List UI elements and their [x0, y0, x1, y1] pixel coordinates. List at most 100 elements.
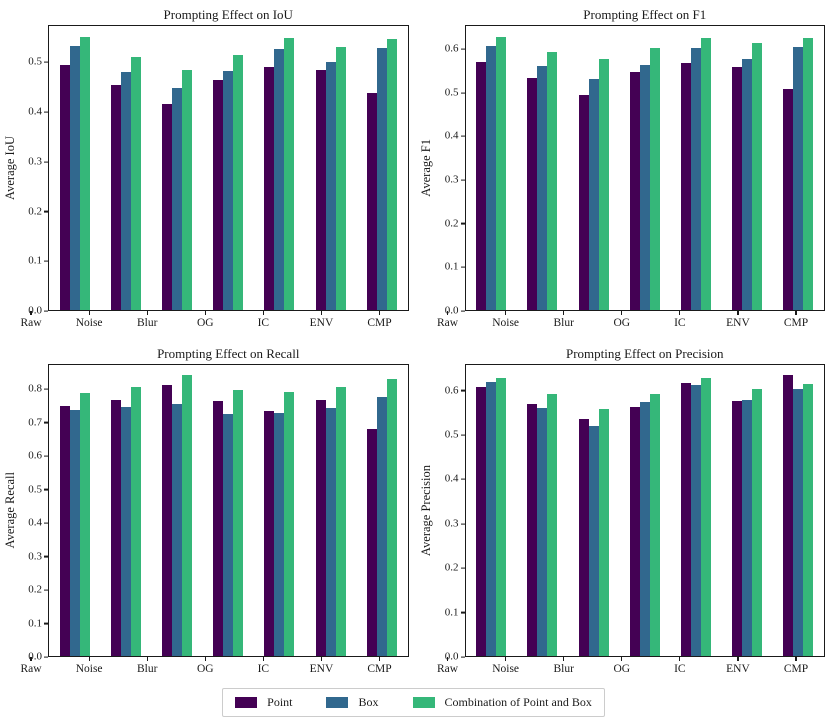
bar-box — [742, 399, 753, 656]
chart-title: Prompting Effect on IoU — [163, 7, 293, 22]
y-tick-label: 0.1 — [28, 617, 42, 630]
y-tick-mark — [44, 388, 48, 390]
ylabel-col: Average F1 — [419, 25, 435, 311]
bar-point — [59, 405, 70, 656]
x-tick-label: Noise — [492, 662, 520, 675]
y-tick-label: 0.0 — [444, 650, 459, 663]
x-tick-label: IC — [674, 662, 686, 675]
y-tick-label: 0.4 — [444, 472, 459, 485]
bar-groups — [466, 26, 825, 310]
bar-box — [793, 46, 804, 310]
bar-combination-of-point-and-box — [233, 389, 244, 656]
y-axis-label: Average Precision — [419, 464, 433, 557]
bar-box — [172, 87, 182, 310]
x-tick-og: OG — [593, 657, 651, 679]
bar-combination-of-point-and-box — [130, 57, 141, 310]
x-tick-og: OG — [176, 657, 234, 679]
bar-point — [476, 61, 487, 310]
y-axis: 0.0 0.1 0.2 0.3 0.4 0.5 0.6 — [435, 25, 465, 316]
bar-combination-of-point-and-box — [233, 54, 244, 310]
x-tick-mark — [621, 311, 623, 315]
plot-row: Average IoU 0.0 0.1 0.2 0.3 0.4 0.5 — [2, 25, 409, 316]
bar-group-blur — [162, 26, 192, 310]
x-tick-mark — [262, 657, 264, 661]
x-tick-mark — [378, 311, 381, 315]
x-tick-raw: Raw — [2, 657, 60, 679]
legend-label: Box — [358, 695, 379, 709]
y-tick-label: 0.4 — [28, 516, 42, 529]
y-tick-mark — [460, 310, 465, 312]
y-axis: 0.0 0.1 0.2 0.3 0.4 0.5 — [18, 25, 48, 316]
y-tick-label: 0.6 — [28, 449, 42, 462]
x-tick-noise: Noise — [60, 657, 118, 679]
x-tick-mark — [378, 657, 381, 661]
y-tick-label: 0.6 — [444, 42, 459, 55]
bar-group-env — [315, 26, 346, 310]
x-tick-blur: Blur — [535, 311, 593, 333]
bar-group-noise — [527, 26, 558, 310]
x-tick-blur: Blur — [118, 657, 176, 679]
legend-swatch-icon — [235, 697, 258, 708]
bar-combination-of-point-and-box — [803, 384, 814, 656]
x-tick-mark — [679, 657, 681, 661]
x-tick-mark — [204, 311, 206, 315]
x-tick-noise: Noise — [477, 311, 535, 333]
x-tick-mark — [262, 311, 264, 315]
y-tick-mark — [460, 135, 465, 137]
bar-group-ic — [680, 26, 711, 310]
bar-combination-of-point-and-box — [79, 392, 90, 656]
bar-point — [578, 418, 589, 656]
y-axis-label: Average F1 — [419, 139, 433, 197]
x-tick-mark — [320, 657, 323, 661]
y-axis: 0.0 0.1 0.2 0.3 0.4 0.5 0.6 — [435, 364, 465, 662]
bar-point — [366, 92, 377, 310]
bar-box — [376, 48, 387, 310]
bar-combination-of-point-and-box — [803, 38, 814, 310]
bar-combination-of-point-and-box — [547, 394, 558, 656]
bar-combination-of-point-and-box — [335, 386, 346, 656]
x-tick-label: Raw — [20, 662, 42, 675]
y-axis-label: Average IoU — [2, 136, 17, 200]
y-tick-mark — [460, 266, 465, 268]
bar-point — [162, 384, 172, 656]
x-tick-label: Blur — [136, 662, 158, 675]
bar-combination-of-point-and-box — [386, 379, 397, 656]
y-tick-mark — [460, 523, 465, 525]
bar-group-raw — [476, 365, 507, 656]
bar-group-og — [213, 26, 244, 310]
legend-swatch-icon — [412, 697, 435, 708]
x-tick-mark — [679, 311, 681, 315]
bar-box — [69, 409, 80, 656]
bar-group-og — [213, 365, 244, 656]
bar-group-raw — [476, 26, 507, 310]
bar-combination-of-point-and-box — [649, 47, 660, 310]
x-axis: Raw Noise Blur OG IC ENV CMP — [2, 311, 409, 333]
bar-combination-of-point-and-box — [700, 378, 711, 656]
bar-combination-of-point-and-box — [182, 374, 192, 656]
bar-group-raw — [59, 365, 90, 656]
y-tick-mark — [44, 522, 48, 524]
bar-combination-of-point-and-box — [598, 409, 609, 656]
bar-groups — [49, 365, 408, 656]
y-tick-mark — [44, 555, 48, 558]
bar-combination-of-point-and-box — [130, 386, 141, 656]
y-tick-label: 0.0 — [28, 304, 42, 317]
y-tick-mark — [44, 161, 48, 163]
x-tick-label: ENV — [726, 662, 750, 675]
bar-point — [366, 429, 377, 656]
y-tick-label: 0.3 — [28, 155, 42, 168]
x-tick-mark — [204, 657, 206, 661]
bar-point — [110, 399, 121, 656]
x-tick-mark — [88, 311, 90, 315]
bar-combination-of-point-and-box — [79, 36, 90, 310]
x-tick-label: Raw — [436, 316, 459, 329]
bar-groups — [466, 365, 825, 656]
bar-group-noise — [110, 26, 141, 310]
plot-row: Average Recall 0.0 0.1 0.2 0.3 0.4 0.5 0.6 0.7 0… — [2, 364, 409, 662]
bar-combination-of-point-and-box — [598, 59, 609, 310]
x-tick-cmp: CMP — [350, 657, 408, 679]
bar-box — [537, 407, 548, 656]
legend-row: Point Box Combination of Point and Box — [2, 688, 825, 717]
x-tick-mark — [795, 311, 797, 315]
x-tick-mark — [621, 657, 623, 661]
